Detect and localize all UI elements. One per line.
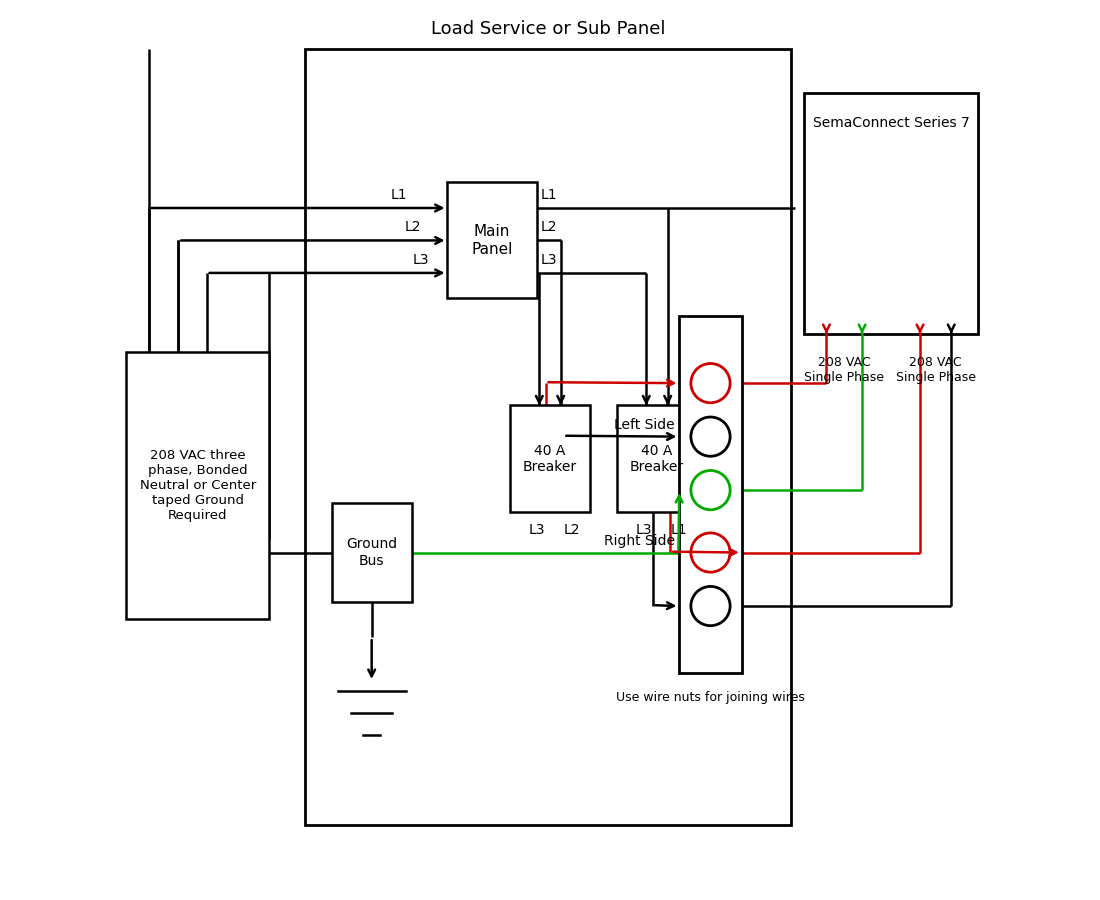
Text: 208 VAC
Single Phase: 208 VAC Single Phase — [895, 356, 976, 384]
Text: L1: L1 — [390, 188, 407, 202]
Bar — [680, 316, 741, 673]
Bar — [448, 183, 537, 299]
Text: Main
Panel: Main Panel — [472, 224, 513, 256]
Circle shape — [691, 417, 730, 456]
Bar — [305, 49, 791, 824]
Text: Ground
Bus: Ground Bus — [346, 537, 397, 568]
Text: L1: L1 — [541, 188, 558, 202]
Circle shape — [691, 533, 730, 572]
Text: Load Service or Sub Panel: Load Service or Sub Panel — [430, 20, 666, 38]
Text: 208 VAC three
phase, Bonded
Neutral or Center
taped Ground
Required: 208 VAC three phase, Bonded Neutral or C… — [140, 449, 256, 522]
Text: L1: L1 — [671, 523, 688, 537]
Text: L2: L2 — [404, 220, 420, 234]
Text: L3: L3 — [414, 253, 430, 266]
Bar — [510, 405, 590, 512]
Text: 40 A
Breaker: 40 A Breaker — [630, 444, 684, 474]
Circle shape — [691, 587, 730, 626]
Bar — [617, 405, 697, 512]
Bar — [804, 94, 978, 334]
Text: L3: L3 — [528, 523, 544, 537]
Text: L3: L3 — [541, 253, 558, 266]
Circle shape — [691, 364, 730, 402]
Text: 208 VAC
Single Phase: 208 VAC Single Phase — [804, 356, 884, 384]
Text: Left Side: Left Side — [614, 418, 674, 432]
Text: Use wire nuts for joining wires: Use wire nuts for joining wires — [616, 691, 805, 704]
Text: Right Side: Right Side — [604, 534, 674, 548]
Text: L3: L3 — [636, 523, 652, 537]
Circle shape — [691, 471, 730, 509]
Bar — [331, 503, 411, 601]
Text: L2: L2 — [564, 523, 581, 537]
Text: 40 A
Breaker: 40 A Breaker — [522, 444, 578, 474]
Text: SemaConnect Series 7: SemaConnect Series 7 — [813, 115, 969, 130]
Text: L2: L2 — [541, 220, 558, 234]
Bar — [126, 352, 270, 619]
